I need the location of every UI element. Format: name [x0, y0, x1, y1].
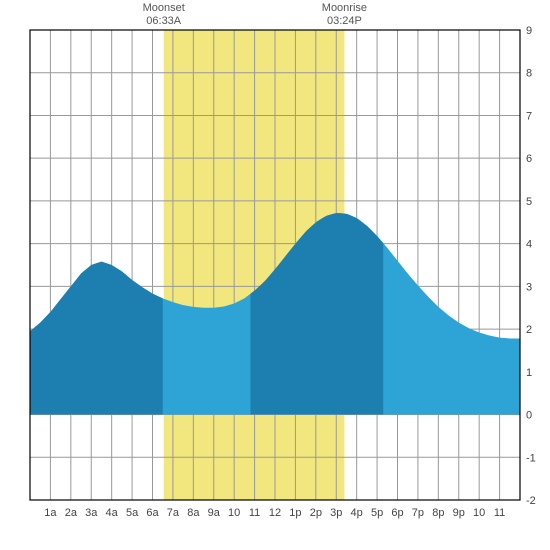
svg-text:9p: 9p: [453, 507, 465, 519]
tide-chart: 1a2a3a4a5a6a7a8a9a1011121p2p3p4p5p6p7p8p…: [0, 0, 550, 550]
svg-text:8p: 8p: [432, 507, 444, 519]
svg-text:2a: 2a: [65, 507, 78, 519]
svg-text:1a: 1a: [44, 507, 57, 519]
svg-text:11: 11: [249, 507, 260, 519]
svg-text:3a: 3a: [85, 507, 98, 519]
svg-text:10: 10: [473, 507, 485, 519]
moonrise-annotation: Moonrise 03:24P: [322, 2, 367, 28]
svg-text:4: 4: [526, 239, 532, 251]
svg-text:4p: 4p: [351, 507, 363, 519]
svg-text:1: 1: [526, 367, 532, 379]
svg-text:5p: 5p: [371, 507, 383, 519]
tide-chart-svg: 1a2a3a4a5a6a7a8a9a1011121p2p3p4p5p6p7p8p…: [0, 0, 550, 550]
svg-text:12: 12: [269, 507, 281, 519]
moonrise-label: Moonrise: [322, 2, 367, 15]
moonset-time: 06:33A: [143, 15, 185, 28]
svg-text:3p: 3p: [330, 507, 342, 519]
svg-text:7a: 7a: [167, 507, 180, 519]
svg-text:9: 9: [526, 25, 532, 37]
svg-text:11: 11: [494, 507, 505, 519]
svg-text:6: 6: [526, 153, 532, 165]
svg-text:6p: 6p: [391, 507, 403, 519]
svg-text:3: 3: [526, 281, 532, 293]
svg-text:5: 5: [526, 196, 532, 208]
svg-text:0: 0: [526, 410, 532, 422]
moonrise-time: 03:24P: [322, 15, 367, 28]
svg-text:7: 7: [526, 110, 532, 122]
svg-text:10: 10: [228, 507, 240, 519]
svg-text:-2: -2: [526, 495, 536, 507]
svg-text:8a: 8a: [187, 507, 200, 519]
svg-text:6a: 6a: [146, 507, 159, 519]
svg-text:-1: -1: [526, 452, 536, 464]
svg-text:9a: 9a: [208, 507, 221, 519]
svg-text:7p: 7p: [412, 507, 424, 519]
svg-text:1p: 1p: [289, 507, 301, 519]
moonset-label: Moonset: [143, 2, 185, 15]
svg-text:5a: 5a: [126, 507, 139, 519]
svg-text:4a: 4a: [106, 507, 119, 519]
svg-text:2p: 2p: [310, 507, 322, 519]
svg-text:2: 2: [526, 324, 532, 336]
moonset-annotation: Moonset 06:33A: [143, 2, 185, 28]
svg-text:8: 8: [526, 68, 532, 80]
